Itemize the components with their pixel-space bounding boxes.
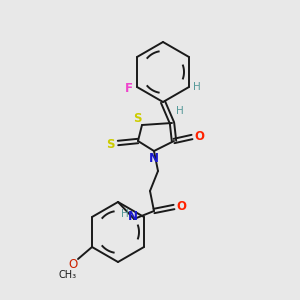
Text: O: O bbox=[194, 130, 204, 142]
Text: O: O bbox=[68, 257, 78, 271]
Text: H: H bbox=[121, 209, 129, 219]
Text: H: H bbox=[193, 82, 201, 92]
Text: CH₃: CH₃ bbox=[59, 270, 77, 280]
Text: N: N bbox=[128, 211, 138, 224]
Text: S: S bbox=[106, 139, 114, 152]
Text: S: S bbox=[133, 112, 141, 124]
Text: F: F bbox=[125, 82, 133, 94]
Text: O: O bbox=[176, 200, 186, 212]
Text: N: N bbox=[149, 152, 159, 164]
Text: H: H bbox=[176, 106, 183, 116]
